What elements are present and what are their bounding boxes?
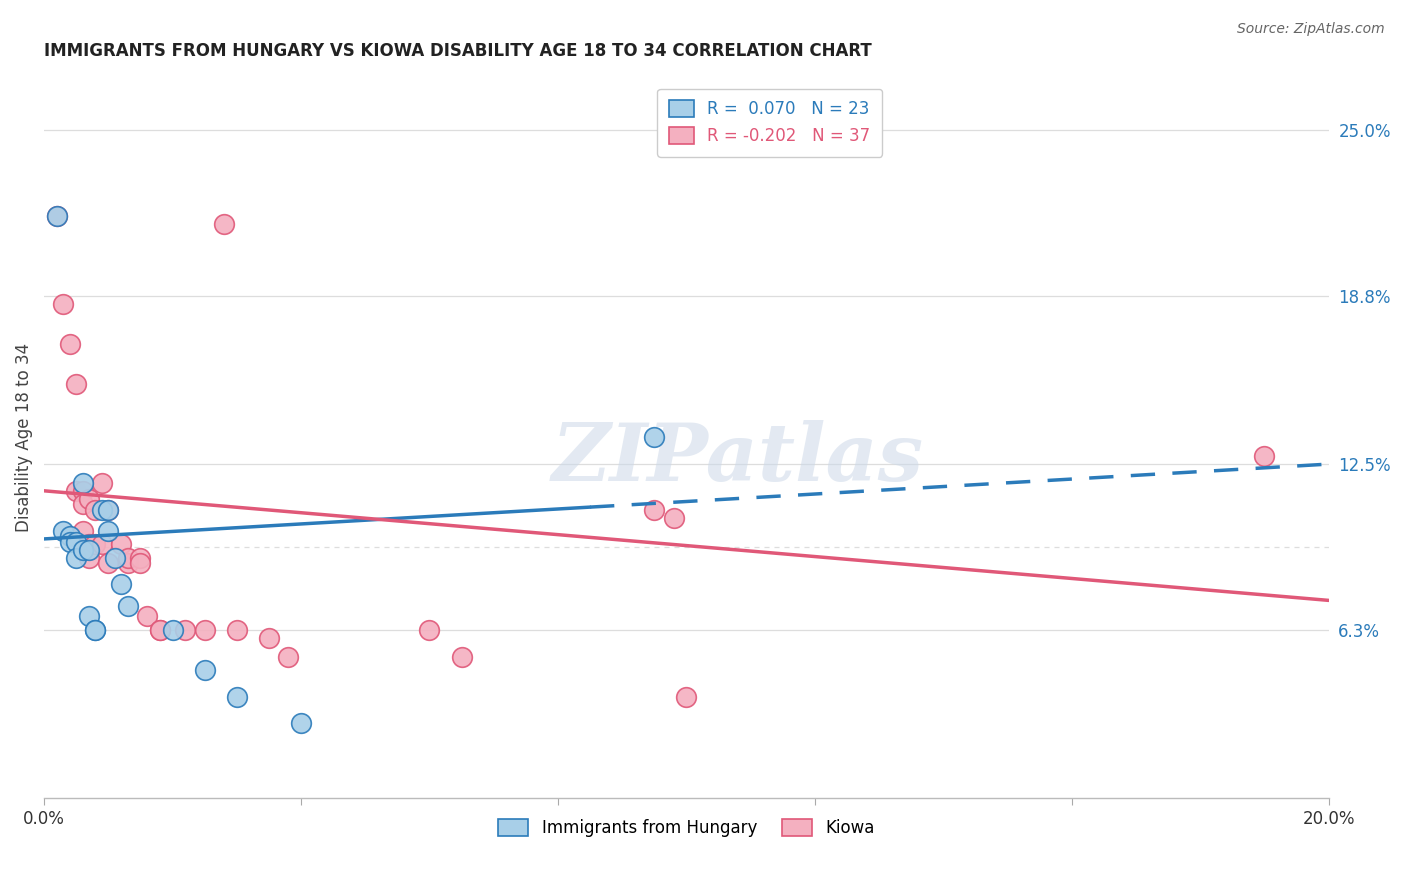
Point bbox=[149, 623, 172, 637]
Point bbox=[46, 209, 69, 223]
Point bbox=[225, 690, 247, 704]
Point bbox=[46, 209, 69, 223]
Point bbox=[418, 623, 440, 637]
Point bbox=[72, 475, 94, 490]
Point bbox=[77, 537, 100, 551]
Point bbox=[84, 502, 107, 516]
Point bbox=[117, 550, 139, 565]
Point bbox=[90, 475, 112, 490]
Point bbox=[65, 534, 87, 549]
Point bbox=[117, 599, 139, 613]
Point bbox=[72, 497, 94, 511]
Point bbox=[212, 217, 235, 231]
Point bbox=[84, 537, 107, 551]
Point bbox=[65, 483, 87, 498]
Point bbox=[97, 556, 120, 570]
Point bbox=[77, 491, 100, 506]
Point bbox=[52, 297, 75, 311]
Point bbox=[117, 556, 139, 570]
Point bbox=[110, 537, 132, 551]
Point bbox=[77, 609, 100, 624]
Point bbox=[72, 524, 94, 538]
Point bbox=[225, 623, 247, 637]
Point bbox=[135, 609, 157, 624]
Point bbox=[675, 690, 697, 704]
Point bbox=[90, 537, 112, 551]
Point bbox=[97, 502, 120, 516]
Point bbox=[643, 430, 665, 444]
Legend: Immigrants from Hungary, Kiowa: Immigrants from Hungary, Kiowa bbox=[492, 813, 882, 844]
Point bbox=[450, 649, 472, 664]
Point bbox=[277, 649, 299, 664]
Point bbox=[72, 542, 94, 557]
Point bbox=[97, 524, 120, 538]
Point bbox=[65, 376, 87, 391]
Point bbox=[110, 577, 132, 591]
Y-axis label: Disability Age 18 to 34: Disability Age 18 to 34 bbox=[15, 343, 32, 532]
Point bbox=[77, 550, 100, 565]
Text: ZIPatlas: ZIPatlas bbox=[551, 420, 924, 498]
Point bbox=[290, 716, 312, 731]
Point bbox=[1253, 449, 1275, 463]
Point bbox=[662, 510, 685, 524]
Point bbox=[104, 550, 127, 565]
Point bbox=[72, 483, 94, 498]
Point bbox=[194, 663, 217, 677]
Point bbox=[162, 623, 184, 637]
Point bbox=[52, 524, 75, 538]
Point bbox=[59, 336, 82, 351]
Point bbox=[129, 550, 152, 565]
Point bbox=[59, 534, 82, 549]
Point bbox=[84, 623, 107, 637]
Point bbox=[174, 623, 197, 637]
Point bbox=[149, 623, 172, 637]
Point bbox=[257, 631, 280, 645]
Text: IMMIGRANTS FROM HUNGARY VS KIOWA DISABILITY AGE 18 TO 34 CORRELATION CHART: IMMIGRANTS FROM HUNGARY VS KIOWA DISABIL… bbox=[44, 42, 872, 60]
Point bbox=[59, 529, 82, 543]
Point bbox=[97, 502, 120, 516]
Point bbox=[84, 623, 107, 637]
Point bbox=[643, 502, 665, 516]
Point bbox=[129, 556, 152, 570]
Text: Source: ZipAtlas.com: Source: ZipAtlas.com bbox=[1237, 22, 1385, 37]
Point bbox=[77, 542, 100, 557]
Point bbox=[90, 502, 112, 516]
Point bbox=[194, 623, 217, 637]
Point bbox=[65, 550, 87, 565]
